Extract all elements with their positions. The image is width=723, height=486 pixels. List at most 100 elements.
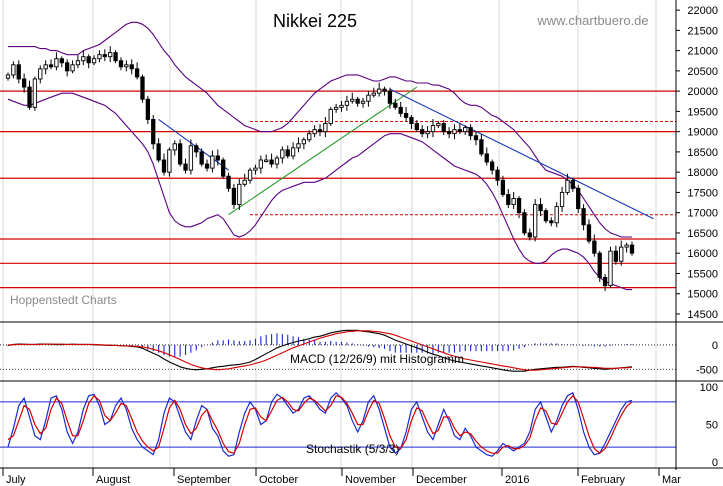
candle-body (247, 169, 253, 181)
candle-body (602, 277, 608, 287)
candle-body (323, 123, 328, 133)
candle-body (409, 117, 414, 124)
candle-body (506, 193, 511, 206)
price-tick-label: 15000 (687, 289, 718, 301)
candle-body (102, 54, 107, 58)
stochastic-tick-label: 100 (700, 382, 718, 394)
candle-body (377, 88, 382, 94)
candle-body (27, 86, 32, 108)
candle-body (382, 88, 387, 92)
price-tick-label: 16000 (687, 248, 718, 260)
candle-body (258, 159, 263, 169)
candle-body (479, 139, 484, 155)
candle-body (140, 76, 145, 100)
price-tick-label: 18500 (687, 147, 718, 159)
candle-body (457, 129, 463, 133)
candle-body (156, 143, 161, 161)
candle-body (629, 244, 635, 254)
candle-body (70, 64, 75, 72)
candle-body (274, 157, 280, 165)
grid-layer (2, 0, 657, 470)
candle-body (463, 127, 468, 133)
candle-body (204, 163, 210, 169)
price-tick-label: 21500 (687, 25, 718, 37)
month-tick-label: October (259, 474, 298, 486)
price-tick-label: 17500 (687, 187, 718, 199)
candle-body (38, 68, 43, 80)
candle-body (231, 187, 237, 206)
candle-body (624, 244, 629, 248)
candle-body (398, 106, 403, 114)
bollinger-upper-band (8, 21, 632, 238)
candle-body (581, 208, 586, 226)
candle-body (339, 104, 344, 108)
candle-body (199, 151, 204, 165)
macd-tick-label: 0 (712, 340, 718, 352)
stochastic-tick-label: 50 (706, 420, 718, 432)
candle-body (333, 106, 339, 110)
support-resistance-levels (0, 90, 676, 289)
candle-body (344, 100, 350, 106)
month-tick-label: August (96, 474, 130, 486)
source-watermark: www.chartbuero.de (536, 13, 648, 28)
panel-frames (0, 0, 723, 470)
candle-body (549, 220, 554, 224)
candle-body (452, 129, 457, 135)
candle-body (533, 204, 538, 238)
candle-body (597, 252, 602, 278)
candle-body (221, 159, 226, 177)
candlesticks (5, 46, 635, 292)
month-tick-label: 2016 (505, 474, 529, 486)
candle-body (592, 240, 597, 254)
candle-body (269, 159, 274, 165)
candle-body (355, 98, 360, 104)
candle-body (5, 74, 11, 79)
candle-body (242, 179, 247, 185)
price-tick-label: 15500 (687, 268, 718, 280)
candle-body (613, 250, 619, 262)
trendlines (158, 86, 654, 220)
candle-body (75, 60, 81, 66)
candle-body (43, 64, 48, 70)
candle-body (522, 212, 527, 234)
candle-body (253, 167, 258, 171)
candle-body (366, 94, 371, 102)
chart-title: Nikkei 225 (273, 11, 357, 31)
candle-body (473, 135, 479, 141)
candle-body (576, 187, 581, 210)
stochastic-d-line (7, 394, 633, 454)
candle-body (387, 90, 393, 104)
price-tick-label: 16500 (687, 228, 718, 240)
candle-body (328, 108, 333, 124)
candle-body (290, 147, 296, 157)
candle-body (317, 129, 323, 133)
candle-body (420, 129, 425, 135)
candle-body (285, 149, 290, 157)
macd-tick-label: -500 (696, 364, 718, 376)
candle-body (124, 64, 129, 68)
candle-body (543, 210, 549, 222)
candle-body (151, 119, 156, 145)
candle-body (59, 58, 64, 64)
candle-body (54, 58, 59, 68)
candle-body (188, 145, 194, 171)
candle-body (425, 131, 430, 135)
candle-body (586, 224, 592, 242)
candle-body (16, 64, 21, 80)
candle-body (113, 52, 118, 62)
bollinger-bands (7, 21, 632, 291)
candle-body (237, 183, 242, 206)
candle-body (403, 112, 409, 118)
candle-body (360, 100, 366, 104)
candle-body (500, 179, 506, 195)
price-tick-label: 18000 (687, 167, 718, 179)
candle-body (468, 127, 473, 137)
candle-body (108, 52, 113, 58)
price-tick-label: 20500 (687, 66, 718, 78)
candle-body (554, 206, 559, 224)
candle-body (301, 139, 307, 145)
candle-body (161, 159, 167, 173)
candle-body (11, 64, 16, 76)
candle-body (215, 155, 220, 161)
